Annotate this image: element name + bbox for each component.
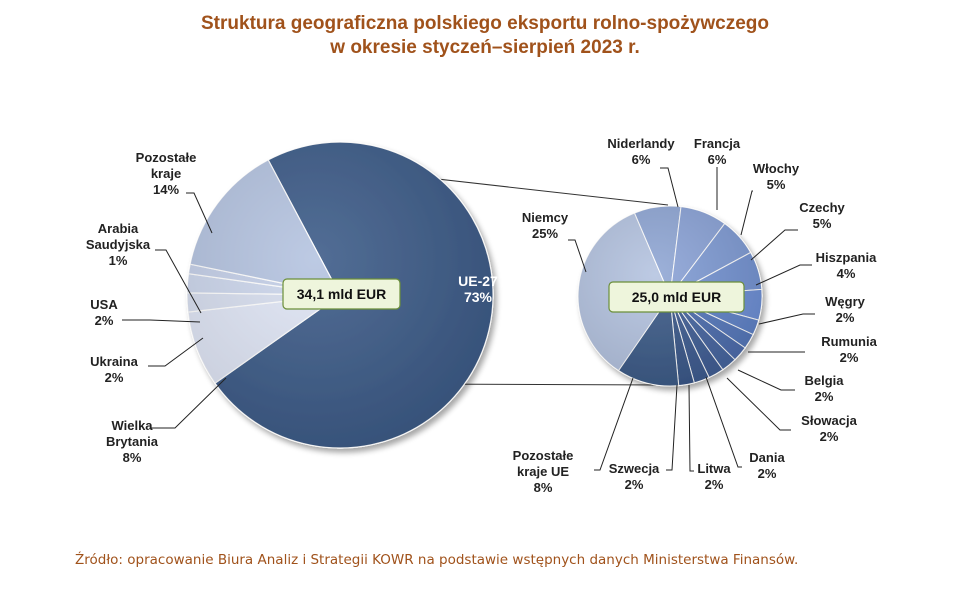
- leader-szwecja: [666, 384, 678, 471]
- leader-lines: [122, 167, 815, 472]
- label-pozostale-kraje-ue: Pozostałe kraje UE 8%: [513, 448, 574, 495]
- label-dania-line: 2%: [758, 466, 777, 481]
- chart-title-line1: Struktura geograficzna polskiego eksport…: [201, 13, 769, 34]
- label-wlochy: Włochy 5%: [753, 161, 800, 192]
- label-hiszpania-line: 4%: [837, 266, 856, 281]
- chart-title-line2: w okresie styczeń–sierpień 2023 r.: [330, 37, 640, 58]
- leader-usa: [122, 319, 201, 323]
- label-dania: Dania 2%: [749, 450, 785, 481]
- leader-litwa: [688, 384, 694, 472]
- main-pie-total-box: 34,1 mld EUR: [282, 278, 401, 310]
- label-arabia-saudyjska-line: 1%: [109, 253, 128, 268]
- label-slowacja-line: 2%: [820, 429, 839, 444]
- label-pozostale-kraje-line: kraje: [151, 166, 181, 181]
- leader-wielka-brytania: [150, 377, 227, 429]
- label-niemcy: Niemcy 25%: [522, 210, 569, 241]
- main-pie-total-label: 34,1 mld EUR: [297, 286, 386, 302]
- label-ue-27-line: UE-27: [458, 273, 498, 289]
- label-pozostale-kraje: Pozostałe kraje 14%: [136, 150, 197, 197]
- label-wlochy-line: Włochy: [753, 161, 800, 176]
- leader-pozostale-kraje: [186, 192, 213, 234]
- label-czechy-line: Czechy: [799, 200, 845, 215]
- leader-hiszpania: [755, 264, 812, 286]
- label-wielka-brytania-line: Wielka: [111, 418, 153, 433]
- label-niderlandy: Niderlandy 6%: [607, 136, 675, 167]
- label-dania-line: Dania: [749, 450, 785, 465]
- label-czechy: Czechy 5%: [799, 200, 845, 231]
- label-hiszpania: Hiszpania 4%: [816, 250, 877, 281]
- label-litwa-line: Litwa: [697, 461, 731, 476]
- label-wielka-brytania-line: Brytania: [106, 434, 159, 449]
- label-wlochy-line: 5%: [767, 177, 786, 192]
- label-litwa: Litwa 2%: [697, 461, 731, 492]
- label-wegry: Węgry 2%: [825, 294, 866, 325]
- leader-niemcy: [568, 239, 587, 273]
- label-niemcy-line: Niemcy: [522, 210, 569, 225]
- leader-belgia: [737, 369, 795, 391]
- label-niemcy-line: 25%: [532, 226, 558, 241]
- label-wielka-brytania: Wielka Brytania 8%: [106, 418, 159, 465]
- label-pozostale-kraje-line: 14%: [153, 182, 179, 197]
- label-rumunia-line: Rumunia: [821, 334, 877, 349]
- label-szwecja: Szwecja 2%: [609, 461, 660, 492]
- label-hiszpania-line: Hiszpania: [816, 250, 877, 265]
- eu-pie-total-box: 25,0 mld EUR: [608, 281, 745, 313]
- leader-wlochy: [740, 190, 753, 236]
- leader-niderlandy: [660, 167, 679, 208]
- eu-pie-total-label: 25,0 mld EUR: [632, 289, 721, 305]
- label-arabia-saudyjska: Arabia Saudyjska 1%: [86, 221, 151, 268]
- leader-wegry: [758, 313, 815, 325]
- label-usa-line: USA: [90, 297, 118, 312]
- label-niderlandy-line: Niderlandy: [607, 136, 675, 151]
- leader-slowacja: [726, 377, 791, 431]
- slice-labels: UE-27 73%Wielka Brytania 8%Ukraina 2%USA 2%Ar…: [86, 136, 878, 495]
- label-pozostale-kraje-line: Pozostałe: [136, 150, 197, 165]
- label-francja: Francja 6%: [694, 136, 741, 167]
- source-note: Źródło: opracowanie Biura Analiz i Strat…: [75, 552, 799, 568]
- label-pozostale-kraje-ue-line: kraje UE: [517, 464, 569, 479]
- label-slowacja: Słowacja 2%: [801, 413, 857, 444]
- leader-czechy: [750, 229, 798, 261]
- label-ukraina: Ukraina 2%: [90, 354, 138, 385]
- leader-arabia-saudyjska: [155, 249, 202, 314]
- label-pozostale-kraje-ue-line: Pozostałe: [513, 448, 574, 463]
- label-francja-line: 6%: [708, 152, 727, 167]
- label-ukraina-line: Ukraina: [90, 354, 138, 369]
- label-ue-27-line: 73%: [464, 289, 493, 305]
- label-wielka-brytania-line: 8%: [123, 450, 142, 465]
- label-arabia-saudyjska-line: Arabia: [98, 221, 139, 236]
- label-belgia: Belgia 2%: [804, 373, 844, 404]
- label-slowacja-line: Słowacja: [801, 413, 857, 428]
- leader-ukraina: [148, 337, 204, 367]
- chart-title: Struktura geograficzna polskiego eksport…: [0, 12, 970, 60]
- label-ukraina-line: 2%: [105, 370, 124, 385]
- label-usa: USA 2%: [90, 297, 118, 328]
- label-belgia-line: 2%: [815, 389, 834, 404]
- label-wegry-line: 2%: [836, 310, 855, 325]
- label-pozostale-kraje-ue-line: 8%: [534, 480, 553, 495]
- label-niderlandy-line: 6%: [632, 152, 651, 167]
- label-arabia-saudyjska-line: Saudyjska: [86, 237, 151, 252]
- leader-dania: [705, 376, 742, 468]
- label-szwecja-line: 2%: [625, 477, 644, 492]
- label-belgia-line: Belgia: [804, 373, 844, 388]
- label-szwecja-line: Szwecja: [609, 461, 660, 476]
- label-wegry-line: Węgry: [825, 294, 866, 309]
- leader-pozostale-kraje-ue: [594, 377, 634, 471]
- label-litwa-line: 2%: [705, 477, 724, 492]
- label-usa-line: 2%: [95, 313, 114, 328]
- label-czechy-line: 5%: [813, 216, 832, 231]
- label-rumunia: Rumunia 2%: [821, 334, 877, 365]
- label-rumunia-line: 2%: [840, 350, 859, 365]
- label-ue-27: UE-27 73%: [458, 273, 498, 305]
- label-francja-line: Francja: [694, 136, 741, 151]
